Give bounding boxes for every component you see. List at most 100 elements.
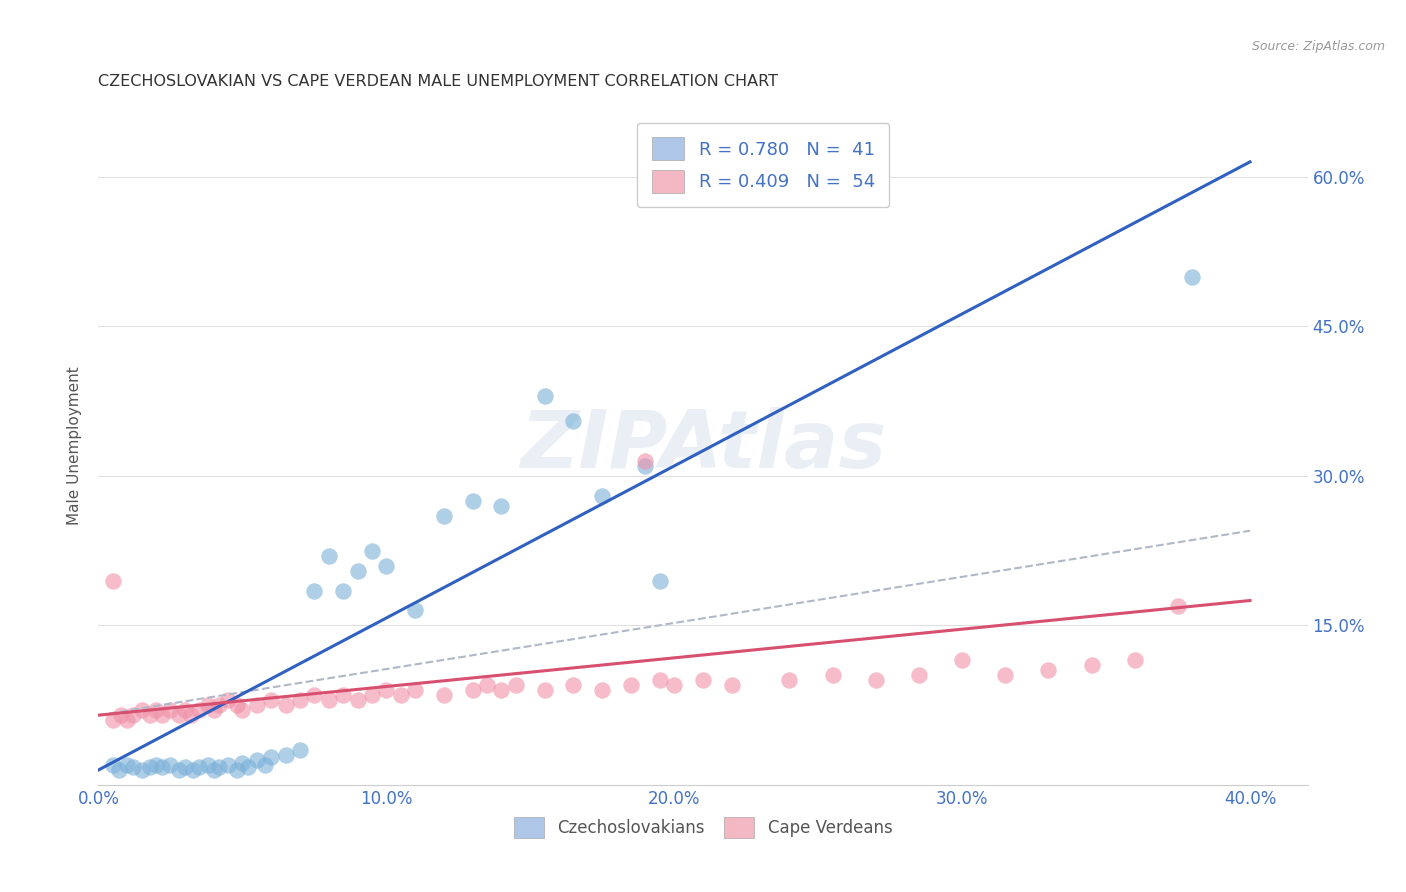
Point	[159, 758, 181, 772]
Point	[591, 683, 613, 698]
Point	[404, 603, 426, 617]
Point	[197, 698, 219, 713]
Point	[634, 458, 657, 473]
Point	[620, 678, 643, 692]
Point	[231, 703, 253, 717]
Point	[304, 688, 326, 702]
Point	[208, 760, 231, 774]
Point	[994, 668, 1017, 682]
Point	[115, 758, 138, 772]
Point	[167, 763, 190, 777]
Point	[231, 756, 253, 770]
Point	[122, 760, 145, 774]
Point	[318, 549, 340, 563]
Point	[139, 708, 162, 723]
Point	[491, 499, 513, 513]
Point	[101, 574, 124, 588]
Point	[217, 758, 239, 772]
Point	[288, 743, 311, 757]
Point	[122, 708, 145, 723]
Point	[375, 558, 398, 573]
Point	[1038, 663, 1060, 677]
Point	[145, 703, 167, 717]
Point	[150, 760, 173, 774]
Point	[346, 564, 368, 578]
Point	[562, 678, 585, 692]
Point	[180, 708, 202, 723]
Point	[246, 698, 269, 713]
Point	[361, 688, 384, 702]
Legend: Czechoslovakians, Cape Verdeans: Czechoslovakians, Cape Verdeans	[508, 811, 898, 845]
Point	[692, 673, 714, 688]
Point	[173, 760, 195, 774]
Point	[433, 508, 456, 523]
Point	[720, 678, 742, 692]
Point	[346, 693, 368, 707]
Point	[115, 713, 138, 727]
Point	[208, 698, 231, 713]
Point	[404, 683, 426, 698]
Point	[332, 688, 354, 702]
Point	[167, 708, 190, 723]
Point	[375, 683, 398, 698]
Point	[505, 678, 527, 692]
Text: Source: ZipAtlas.com: Source: ZipAtlas.com	[1251, 40, 1385, 54]
Point	[361, 543, 384, 558]
Point	[461, 683, 484, 698]
Point	[274, 747, 297, 762]
Point	[634, 454, 657, 468]
Point	[648, 574, 671, 588]
Point	[475, 678, 498, 692]
Point	[236, 760, 259, 774]
Point	[274, 698, 297, 713]
Point	[246, 753, 269, 767]
Point	[318, 693, 340, 707]
Point	[183, 763, 205, 777]
Point	[131, 763, 153, 777]
Point	[225, 698, 247, 713]
Point	[865, 673, 887, 688]
Point	[107, 763, 129, 777]
Point	[1181, 269, 1204, 284]
Text: ZIPAtlas: ZIPAtlas	[520, 407, 886, 485]
Point	[533, 683, 555, 698]
Point	[159, 703, 181, 717]
Point	[188, 703, 211, 717]
Point	[304, 583, 326, 598]
Point	[260, 750, 283, 764]
Point	[110, 708, 132, 723]
Text: CZECHOSLOVAKIAN VS CAPE VERDEAN MALE UNEMPLOYMENT CORRELATION CHART: CZECHOSLOVAKIAN VS CAPE VERDEAN MALE UNE…	[98, 74, 779, 89]
Point	[101, 713, 124, 727]
Point	[1123, 653, 1146, 667]
Point	[648, 673, 671, 688]
Point	[591, 489, 613, 503]
Point	[254, 758, 277, 772]
Y-axis label: Male Unemployment: Male Unemployment	[67, 367, 83, 525]
Point	[533, 389, 555, 403]
Point	[562, 414, 585, 428]
Point	[131, 703, 153, 717]
Point	[139, 760, 162, 774]
Point	[225, 763, 247, 777]
Point	[202, 703, 225, 717]
Point	[260, 693, 283, 707]
Point	[101, 758, 124, 772]
Point	[150, 708, 173, 723]
Point	[332, 583, 354, 598]
Point	[664, 678, 686, 692]
Point	[821, 668, 844, 682]
Point	[197, 758, 219, 772]
Point	[288, 693, 311, 707]
Point	[217, 693, 239, 707]
Point	[1080, 658, 1102, 673]
Point	[950, 653, 973, 667]
Point	[778, 673, 800, 688]
Point	[491, 683, 513, 698]
Point	[389, 688, 412, 702]
Point	[173, 703, 195, 717]
Point	[461, 493, 484, 508]
Point	[433, 688, 456, 702]
Point	[908, 668, 931, 682]
Point	[202, 763, 225, 777]
Point	[145, 758, 167, 772]
